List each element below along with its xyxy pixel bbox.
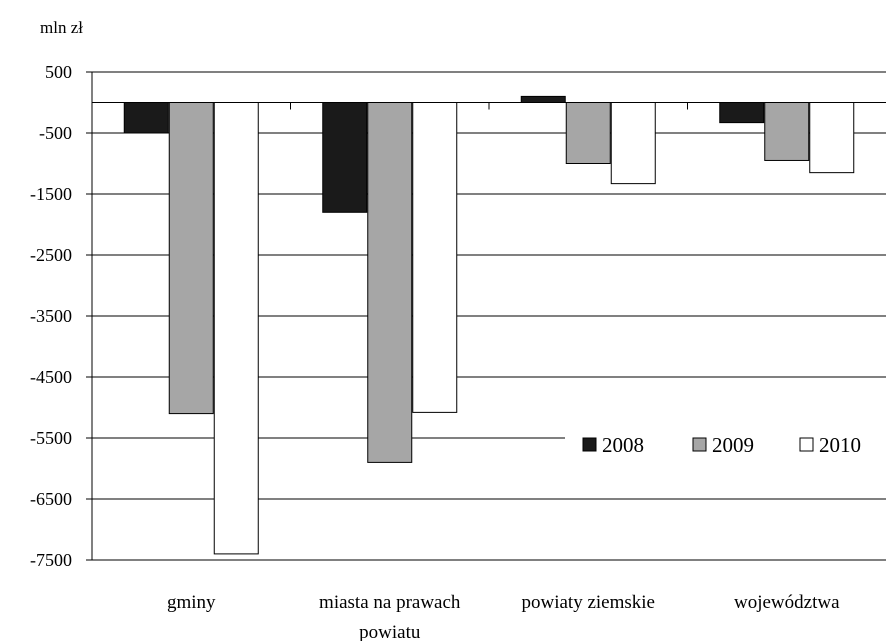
y-tick-label: -500 — [39, 123, 72, 143]
y-tick-label: 500 — [45, 62, 72, 82]
legend-label: 2010 — [819, 433, 861, 457]
bar-2009 — [764, 102, 810, 161]
legend-label: 2008 — [602, 433, 644, 457]
y-tick-label: -5500 — [30, 428, 72, 448]
x-category-label: gminy — [167, 592, 216, 613]
x-category-label: powiaty ziemskie — [522, 592, 656, 613]
bar-2008 — [123, 102, 169, 134]
bar-2009 — [168, 102, 214, 415]
legend-swatch-2009 — [692, 437, 707, 452]
bar-2008 — [520, 95, 566, 104]
y-tick-label: -2500 — [30, 245, 72, 265]
y-tick-label: -1500 — [30, 184, 72, 204]
legend-swatch-2008 — [582, 437, 597, 452]
y-tick-label: -3500 — [30, 306, 72, 326]
y-unit-label: mln zł — [40, 18, 83, 37]
bar-2008 — [719, 102, 765, 124]
x-category-label: miasta na prawach — [319, 592, 461, 613]
legend-swatch-2010 — [799, 437, 814, 452]
bar-2010 — [809, 102, 855, 174]
legend-label: 2009 — [712, 433, 754, 457]
bar-2009 — [367, 102, 413, 463]
bar-2010 — [213, 102, 259, 555]
y-tick-label: -7500 — [30, 550, 72, 570]
bar-2010 — [610, 102, 656, 185]
bar-2009 — [565, 102, 611, 164]
x-category-label: powiatu — [359, 622, 421, 641]
bar-2008 — [322, 102, 368, 213]
x-category-label: województwa — [734, 592, 840, 613]
y-tick-label: -4500 — [30, 367, 72, 387]
y-tick-label: -6500 — [30, 489, 72, 509]
bar-2010 — [412, 102, 458, 413]
